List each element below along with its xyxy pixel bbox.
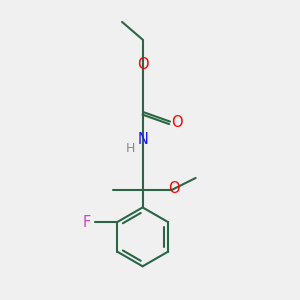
Text: N: N bbox=[137, 132, 148, 147]
Text: O: O bbox=[168, 182, 179, 196]
Text: H: H bbox=[126, 142, 135, 155]
Text: O: O bbox=[172, 115, 183, 130]
Text: O: O bbox=[137, 57, 149, 72]
Text: F: F bbox=[83, 214, 91, 230]
